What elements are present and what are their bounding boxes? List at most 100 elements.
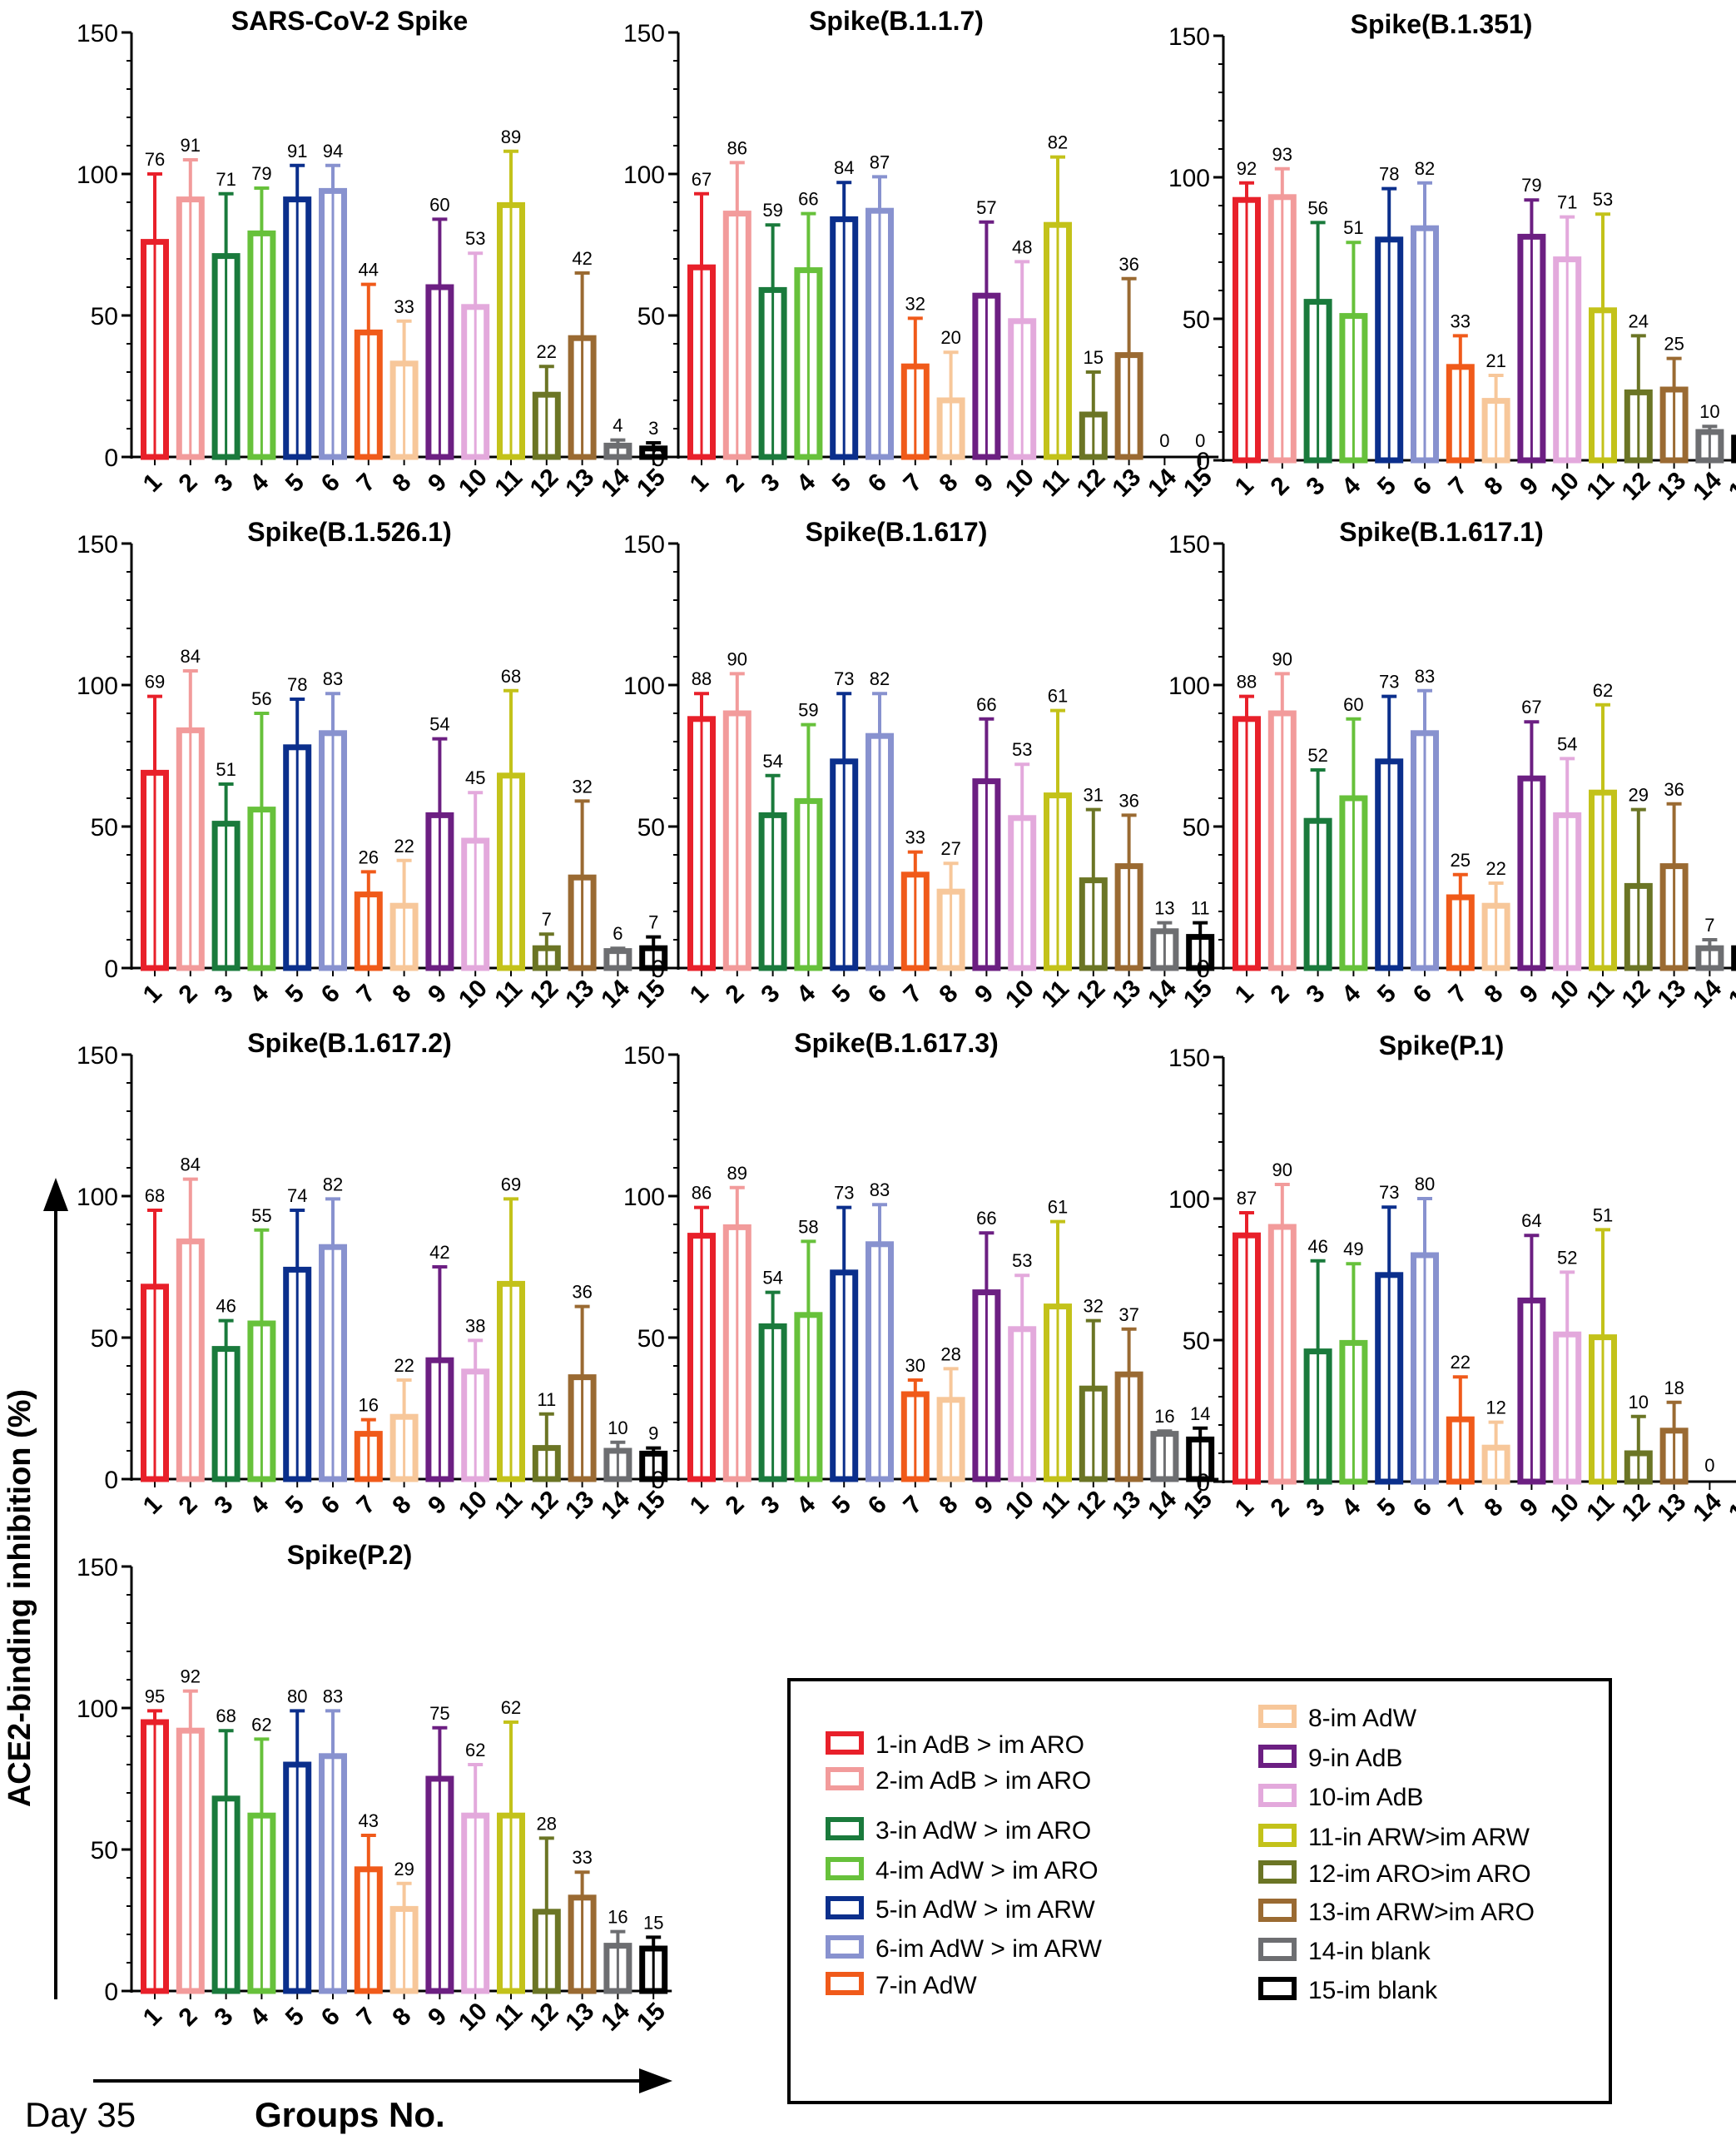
data-label: 82 <box>870 668 890 689</box>
data-label: 10 <box>1699 401 1719 422</box>
y-tick-label: 100 <box>1168 673 1210 700</box>
data-label: 53 <box>1012 739 1032 760</box>
data-label: 62 <box>465 1740 485 1760</box>
x-tick-label: 12 <box>1617 467 1656 506</box>
data-label: 15 <box>643 1912 663 1933</box>
legend-item: 13-im ARW>im ARO <box>1258 1899 1535 1926</box>
data-label: 51 <box>216 759 236 780</box>
chart-title: Spike(P.2) <box>287 1540 413 1570</box>
data-label: 51 <box>1343 217 1363 238</box>
x-tick-label: 7 <box>1444 1493 1473 1522</box>
x-tick-label: 2 <box>174 2003 203 2032</box>
x-tick-label: 2 <box>174 1491 203 1520</box>
x-tick-label: 14 <box>596 975 635 1014</box>
data-label: 20 <box>940 327 960 348</box>
x-tick-label: 10 <box>454 1486 493 1525</box>
x-tick-label: 14 <box>596 1486 635 1525</box>
y-tick-label: 100 <box>77 673 118 700</box>
data-label: 82 <box>323 1174 343 1194</box>
x-tick-label: 4 <box>1337 979 1366 1008</box>
x-tick-label: 12 <box>1617 1488 1656 1527</box>
x-tick-label: 1 <box>685 469 714 498</box>
x-tick-label: 13 <box>1652 975 1691 1014</box>
data-label: 95 <box>145 1686 165 1706</box>
chart-panel-4: Spike(B.1.526.1)050100150691842513564785… <box>77 517 672 1014</box>
x-tick-label: 9 <box>970 469 999 498</box>
data-label: 51 <box>1593 1204 1613 1225</box>
chart-title: Spike(B.1.617.3) <box>794 1028 998 1058</box>
legend-label: 11-in ARW>im ARW <box>1308 1824 1530 1851</box>
x-tick-label: 15 <box>1724 975 1736 1014</box>
data-label: 15 <box>1084 347 1104 368</box>
x-tick-label: 10 <box>1545 467 1585 506</box>
data-label: 36 <box>572 1282 592 1303</box>
x-tick-label: 5 <box>1372 1493 1401 1522</box>
x-tick-label: 3 <box>756 1491 785 1520</box>
x-tick-label: 4 <box>791 1490 821 1519</box>
x-tick-label: 14 <box>1688 467 1727 506</box>
data-label: 87 <box>1237 1188 1257 1209</box>
data-label: 10 <box>608 1418 627 1438</box>
y-tick-label: 50 <box>91 1837 118 1864</box>
x-tick-label: 1 <box>685 1491 714 1520</box>
x-tick-label: 11 <box>1581 975 1619 1013</box>
chart-panel-1: SARS-CoV-2 Spike050100150761912713794915… <box>77 6 672 503</box>
y-tick-label: 50 <box>637 303 665 330</box>
data-label: 73 <box>1379 672 1399 693</box>
data-label: 43 <box>359 1810 379 1831</box>
data-label: 22 <box>537 341 557 362</box>
x-tick-label: 2 <box>721 1491 750 1520</box>
data-label: 56 <box>251 688 271 709</box>
legend-swatch <box>826 1817 864 1840</box>
data-label: 91 <box>287 141 307 161</box>
x-tick-label: 3 <box>1301 472 1330 501</box>
y-tick-label: 150 <box>77 1042 118 1070</box>
data-label: 89 <box>727 1163 747 1184</box>
x-tick-label: 13 <box>560 464 599 503</box>
chart-panel-9: Spike(P.1)050100150871902463494735806227… <box>1168 1030 1736 1527</box>
y-tick-label: 50 <box>1183 1328 1210 1355</box>
x-tick-label: 11 <box>489 1998 528 2036</box>
x-tick-label: 2 <box>721 469 750 498</box>
data-label: 33 <box>572 1847 592 1868</box>
y-tick-label: 100 <box>77 161 118 189</box>
chart-panel-8: Spike(B.1.617.3)050100150861892543584735… <box>623 1028 1219 1525</box>
data-label: 87 <box>870 151 890 172</box>
data-label: 92 <box>181 1666 201 1687</box>
x-tick-label: 14 <box>1688 975 1727 1014</box>
data-label: 59 <box>762 200 782 221</box>
data-label: 61 <box>1048 686 1068 707</box>
x-tick-label: 3 <box>209 2003 238 2032</box>
legend-label: 5-in AdW > im ARW <box>875 1896 1095 1924</box>
y-tick-label: 0 <box>651 956 665 983</box>
x-tick-label: 4 <box>791 979 821 1008</box>
y-tick-label: 150 <box>1168 1045 1210 1072</box>
x-tick-label: 4 <box>245 979 274 1008</box>
x-tick-label: 2 <box>174 469 203 498</box>
x-tick-label: 1 <box>138 1491 167 1520</box>
legend-item: 9-in AdB <box>1258 1745 1402 1772</box>
x-tick-label: 1 <box>1230 472 1259 501</box>
legend-item: 10-im AdB <box>1258 1784 1423 1811</box>
data-label: 9 <box>648 1423 658 1444</box>
y-tick-label: 150 <box>623 531 665 559</box>
data-label: 86 <box>692 1183 712 1204</box>
chart-panel-10: Spike(P.2) 0 50 100 150 95 1 92 2 68 3 62 4 80 5 83 6 43 7… <box>77 1540 672 2037</box>
legend-item: 3-in AdW > im ARO <box>826 1817 1091 1845</box>
x-tick-label: 3 <box>756 469 785 498</box>
x-tick-label: 8 <box>387 2003 416 2032</box>
x-tick-label: 15 <box>632 1998 671 2037</box>
data-label: 90 <box>1272 1159 1292 1180</box>
x-axis-title: Groups No. <box>255 2095 445 2134</box>
data-label: 14 <box>1190 1403 1210 1424</box>
data-label: 25 <box>1664 334 1684 355</box>
data-label: 18 <box>1664 1378 1684 1398</box>
y-tick-label: 150 <box>77 20 118 47</box>
chart-title: Spike(P.1) <box>1379 1030 1505 1060</box>
x-tick-label: 9 <box>423 2003 452 2032</box>
x-axis-arrow <box>93 2068 672 2093</box>
data-label: 33 <box>905 827 925 848</box>
y-tick-label: 150 <box>623 20 665 47</box>
x-tick-label: 13 <box>1652 467 1691 506</box>
